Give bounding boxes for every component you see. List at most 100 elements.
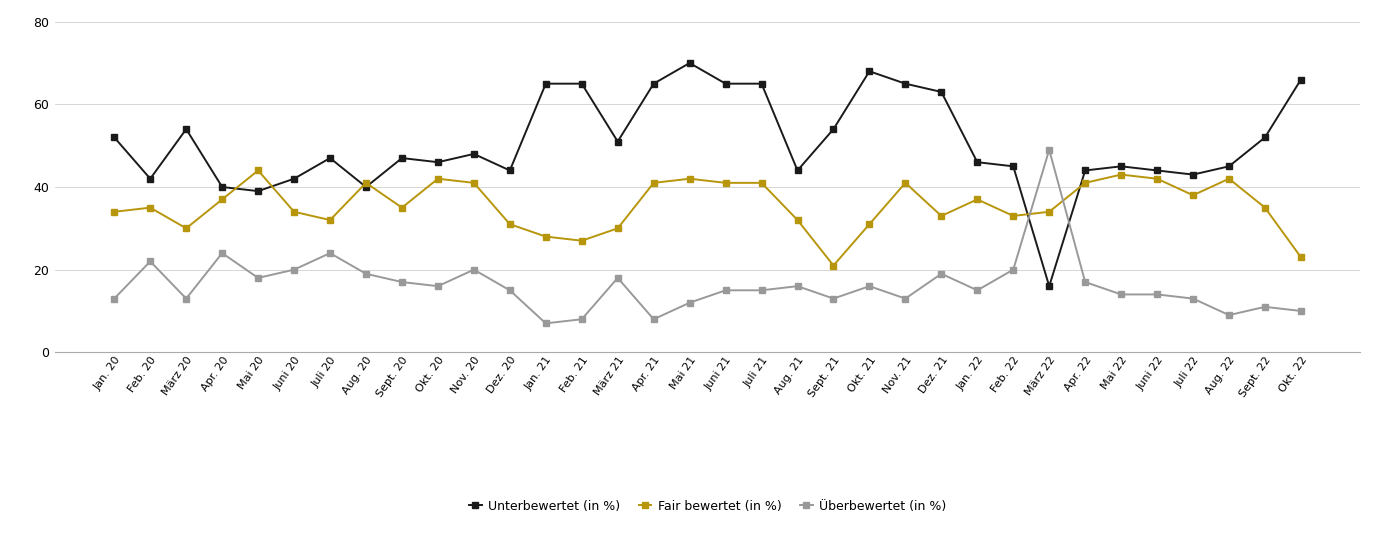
Überbewertet (in %) [1113,291,1129,298]
Überbewertet (in %) [789,283,805,289]
Unterbewertet (in %) [682,60,698,66]
Überbewertet (in %) [286,266,302,273]
Fair bewertet (in %) [394,204,411,211]
Überbewertet (in %) [1184,295,1201,302]
Fair bewertet (in %) [1041,209,1058,215]
Fair bewertet (in %) [250,167,267,174]
Überbewertet (in %) [322,250,338,256]
Unterbewertet (in %) [142,176,158,182]
Überbewertet (in %) [179,295,195,302]
Fair bewertet (in %) [1077,179,1094,186]
Unterbewertet (in %) [357,184,374,190]
Unterbewertet (in %) [573,80,589,87]
Überbewertet (in %) [142,258,158,264]
Überbewertet (in %) [1257,304,1274,310]
Überbewertet (in %) [1220,312,1237,318]
Unterbewertet (in %) [1004,163,1021,170]
Überbewertet (in %) [717,287,734,294]
Überbewertet (in %) [1149,291,1165,298]
Fair bewertet (in %) [933,212,949,219]
Fair bewertet (in %) [1149,176,1165,182]
Fair bewertet (in %) [826,262,842,269]
Fair bewertet (in %) [1004,212,1021,219]
Fair bewertet (in %) [646,179,662,186]
Fair bewertet (in %) [969,196,985,203]
Fair bewertet (in %) [357,179,374,186]
Unterbewertet (in %) [1113,163,1129,170]
Fair bewertet (in %) [861,221,878,228]
Legend: Unterbewertet (in %), Fair bewertet (in %), Überbewertet (in %): Unterbewertet (in %), Fair bewertet (in … [464,495,951,518]
Unterbewertet (in %) [753,80,769,87]
Unterbewertet (in %) [1293,76,1309,83]
Unterbewertet (in %) [286,176,302,182]
Überbewertet (in %) [1004,266,1021,273]
Überbewertet (in %) [969,287,985,294]
Unterbewertet (in %) [250,188,267,195]
Line: Überbewertet (in %): Überbewertet (in %) [111,147,1304,326]
Überbewertet (in %) [1041,146,1058,153]
Fair bewertet (in %) [322,217,338,223]
Überbewertet (in %) [610,275,627,281]
Fair bewertet (in %) [106,209,122,215]
Unterbewertet (in %) [897,80,914,87]
Unterbewertet (in %) [537,80,554,87]
Überbewertet (in %) [106,295,122,302]
Unterbewertet (in %) [789,167,805,174]
Line: Unterbewertet (in %): Unterbewertet (in %) [111,60,1304,289]
Unterbewertet (in %) [1184,171,1201,178]
Fair bewertet (in %) [1257,204,1274,211]
Unterbewertet (in %) [933,89,949,95]
Überbewertet (in %) [753,287,769,294]
Überbewertet (in %) [537,320,554,327]
Unterbewertet (in %) [179,126,195,132]
Fair bewertet (in %) [430,176,447,182]
Fair bewertet (in %) [897,179,914,186]
Fair bewertet (in %) [1293,254,1309,261]
Unterbewertet (in %) [430,159,447,165]
Unterbewertet (in %) [394,155,411,162]
Unterbewertet (in %) [610,138,627,145]
Unterbewertet (in %) [322,155,338,162]
Überbewertet (in %) [861,283,878,289]
Fair bewertet (in %) [142,204,158,211]
Unterbewertet (in %) [1220,163,1237,170]
Unterbewertet (in %) [466,151,482,157]
Unterbewertet (in %) [502,167,518,174]
Überbewertet (in %) [933,270,949,277]
Fair bewertet (in %) [682,176,698,182]
Fair bewertet (in %) [753,179,769,186]
Fair bewertet (in %) [1220,176,1237,182]
Unterbewertet (in %) [1077,167,1094,174]
Unterbewertet (in %) [646,80,662,87]
Fair bewertet (in %) [502,221,518,228]
Unterbewertet (in %) [1257,134,1274,141]
Überbewertet (in %) [394,279,411,285]
Fair bewertet (in %) [789,217,805,223]
Überbewertet (in %) [826,295,842,302]
Überbewertet (in %) [1077,279,1094,285]
Überbewertet (in %) [502,287,518,294]
Unterbewertet (in %) [861,68,878,75]
Unterbewertet (in %) [214,184,231,190]
Fair bewertet (in %) [1184,192,1201,198]
Fair bewertet (in %) [286,209,302,215]
Fair bewertet (in %) [610,225,627,231]
Unterbewertet (in %) [106,134,122,141]
Unterbewertet (in %) [1149,167,1165,174]
Überbewertet (in %) [1293,308,1309,314]
Unterbewertet (in %) [717,80,734,87]
Überbewertet (in %) [250,275,267,281]
Überbewertet (in %) [682,299,698,306]
Line: Fair bewertet (in %): Fair bewertet (in %) [111,167,1304,268]
Überbewertet (in %) [214,250,231,256]
Fair bewertet (in %) [573,237,589,244]
Fair bewertet (in %) [717,179,734,186]
Überbewertet (in %) [430,283,447,289]
Unterbewertet (in %) [969,159,985,165]
Fair bewertet (in %) [214,196,231,203]
Fair bewertet (in %) [1113,171,1129,178]
Überbewertet (in %) [357,270,374,277]
Überbewertet (in %) [573,316,589,322]
Fair bewertet (in %) [179,225,195,231]
Überbewertet (in %) [897,295,914,302]
